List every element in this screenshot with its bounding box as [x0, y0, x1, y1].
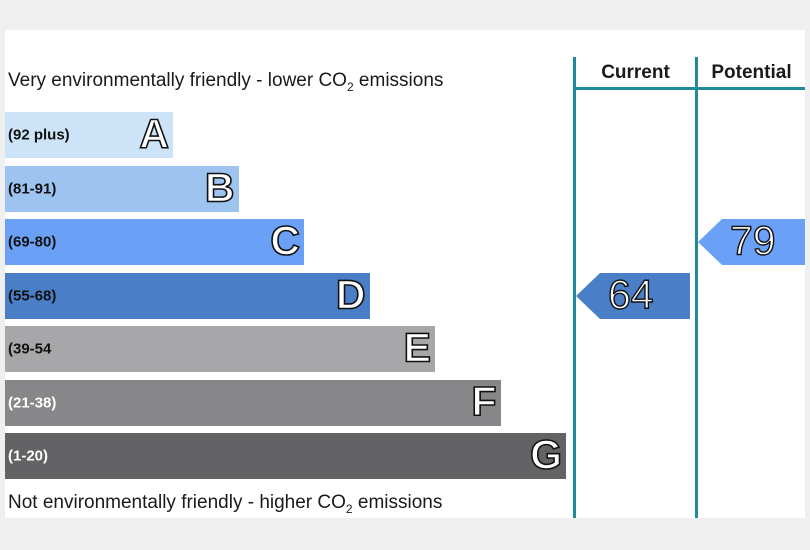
band-g: (1-20) G	[5, 433, 566, 479]
band-range-label: (81-91)	[8, 180, 57, 197]
current-rating-arrow-shape	[576, 272, 690, 319]
header-underline	[573, 87, 805, 90]
band-range-label: (55-68)	[8, 287, 57, 304]
potential-column-header: Potential	[711, 62, 792, 83]
potential-rating-arrow-value: 79	[729, 217, 776, 264]
band-d: (55-68) D	[5, 271, 370, 319]
band-letter: D	[335, 271, 366, 318]
band-letter: F	[471, 378, 498, 425]
band-b: (81-91) B	[5, 164, 239, 212]
potential-rating-arrow-shape	[698, 219, 805, 265]
bottom-caption: Not environmentally friendly - higher CO…	[8, 492, 442, 516]
band-e: (39-54 E	[5, 326, 435, 372]
band-range-label: (21-38)	[8, 394, 57, 411]
band-a: (92 plus) A	[5, 112, 173, 158]
top-caption-text: Very environmentally friendly - lower CO	[8, 70, 347, 91]
top-caption: Very environmentally friendly - lower CO…	[8, 70, 443, 94]
top-caption-subscript: 2	[346, 79, 354, 94]
band-letter: A	[139, 110, 170, 157]
band-letter: E	[403, 324, 432, 371]
bottom-caption-subscript: 2	[345, 501, 353, 516]
band-letter: C	[270, 217, 301, 264]
band-c: (69-80) C	[5, 219, 304, 265]
current-column-right-line	[695, 57, 698, 518]
band-letter: G	[529, 431, 563, 478]
potential-rating-arrow: 79	[698, 219, 805, 265]
top-caption-end: emissions	[353, 70, 444, 91]
bottom-caption-end: emissions	[352, 492, 443, 513]
bottom-caption-text: Not environmentally friendly - higher CO	[8, 492, 346, 513]
current-rating-arrow: 64	[576, 271, 690, 319]
current-column-left-line	[573, 57, 576, 518]
current-rating-arrow-value: 64	[607, 271, 654, 318]
band-range-label: (39-54	[8, 340, 52, 358]
band-range-label: (69-80)	[8, 233, 57, 251]
current-column-header: Current	[601, 62, 670, 83]
band-range-label: (1-20)	[8, 447, 49, 465]
band-f: (21-38) F	[5, 378, 501, 426]
band-letter: B	[204, 164, 235, 211]
band-range-label: (92 plus)	[8, 126, 70, 144]
